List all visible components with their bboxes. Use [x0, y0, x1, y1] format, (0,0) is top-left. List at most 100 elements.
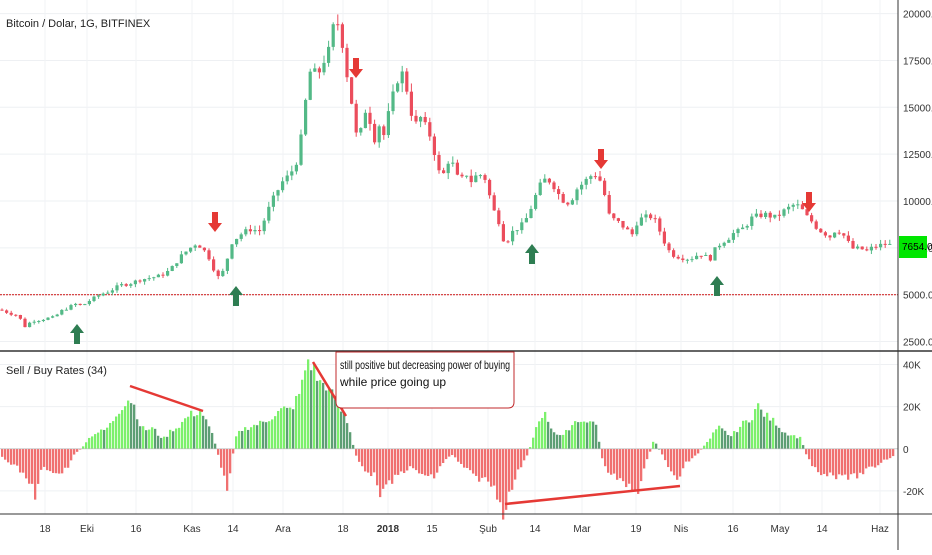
- candle-down: [768, 212, 772, 218]
- indicator-bar-positive: [574, 421, 577, 449]
- candle-down: [874, 246, 878, 248]
- candle-up: [359, 128, 363, 133]
- indicator-bar-positive: [139, 426, 142, 449]
- indicator-bar-negative: [466, 448, 469, 468]
- current-price-text: 7654.0: [902, 242, 932, 253]
- candle-up: [308, 71, 312, 100]
- indicator-bar-negative: [475, 448, 478, 476]
- indicator-bar-positive: [91, 436, 94, 449]
- candle-down: [350, 77, 354, 104]
- indicator-bar-positive: [334, 399, 337, 449]
- candle-down: [561, 194, 565, 203]
- indicator-bar-negative: [415, 448, 418, 471]
- indicator-bar-positive: [142, 426, 145, 449]
- indicator-bar-negative: [847, 448, 850, 480]
- indicator-bar-negative: [649, 448, 652, 452]
- indicator-bar-negative: [463, 448, 466, 468]
- indicator-bar-positive: [175, 428, 178, 449]
- candle-up: [285, 175, 289, 182]
- candle-down: [9, 312, 13, 315]
- candle-up: [796, 204, 800, 206]
- indicator-bar-positive: [799, 436, 802, 449]
- indicator-bar-negative: [67, 448, 70, 468]
- candle-up: [175, 263, 179, 267]
- indicator-bar-negative: [622, 448, 625, 482]
- indicator-bar-negative: [28, 448, 31, 484]
- candle-down: [432, 136, 436, 156]
- candle-up: [28, 322, 32, 328]
- indicator-bar-negative: [517, 448, 520, 470]
- indicator-bar-negative: [685, 448, 688, 462]
- indicator-bar-positive: [778, 427, 781, 449]
- indicator-bar-negative: [55, 448, 58, 474]
- indicator-bar-negative: [661, 448, 664, 455]
- candle-down: [672, 250, 676, 257]
- indicator-bar-positive: [796, 438, 799, 449]
- candle-down: [373, 123, 377, 143]
- candle-up: [281, 181, 285, 191]
- candle-down: [437, 155, 441, 171]
- candle-up: [115, 285, 119, 291]
- candle-up: [133, 280, 137, 285]
- indicator-bar-positive: [241, 431, 244, 449]
- indicator-bar-negative: [436, 448, 439, 473]
- indicator-bar-positive: [559, 435, 562, 449]
- indicator-bar-positive: [178, 427, 181, 449]
- indicator-bar-negative: [409, 448, 412, 467]
- candle-up: [515, 230, 519, 232]
- candle-up: [791, 204, 795, 207]
- candle-up: [833, 232, 837, 238]
- sell-arrow-icon: [802, 192, 816, 212]
- candle-up: [239, 234, 243, 239]
- indicator-bar-positive: [346, 423, 349, 449]
- signal-arrows: [70, 58, 816, 344]
- indicator-bar-negative: [22, 448, 25, 473]
- indicator-bar-positive: [148, 429, 151, 449]
- indicator-bar-positive: [277, 410, 280, 449]
- candle-up: [294, 164, 298, 172]
- indicator-bar-positive: [172, 431, 175, 449]
- indicator-bar-negative: [406, 448, 409, 471]
- indicator-bar-positive: [265, 422, 268, 449]
- price-tick-label: 2500.0: [903, 338, 932, 349]
- candle-down: [819, 228, 823, 233]
- indicator-bar-negative: [664, 448, 667, 461]
- indicator-bar-positive: [712, 432, 715, 449]
- indicator-bar-positive: [535, 427, 538, 449]
- indicator-bar-positive: [577, 422, 580, 449]
- indicator-bar-positive: [658, 448, 661, 450]
- x-tick-label: 14: [816, 524, 828, 535]
- indicator-bar-positive: [589, 421, 592, 449]
- indicator-bar-positive: [298, 393, 301, 449]
- indicator-bar-negative: [865, 448, 868, 469]
- candle-up: [262, 220, 266, 232]
- indicator-bar-positive: [121, 410, 124, 449]
- indicator-bar-positive: [556, 434, 559, 449]
- indicator-bar-negative: [64, 448, 67, 468]
- indicator-bar-positive: [214, 443, 217, 449]
- indicator-bar-positive: [166, 436, 169, 449]
- indicator-bar-negative: [460, 448, 463, 464]
- indicator-bar-negative: [79, 448, 82, 450]
- candle-down: [442, 170, 446, 174]
- annotation-callout[interactable]: still positive but decreasing power of b…: [335, 351, 515, 409]
- indicator-bar-positive: [802, 445, 805, 449]
- indicator-bar-positive: [553, 432, 556, 449]
- indicator-bar-positive: [292, 409, 295, 449]
- candle-up: [736, 229, 740, 234]
- candle-down: [814, 221, 818, 229]
- indicator-bar-negative: [490, 448, 493, 487]
- candle-up: [290, 171, 294, 176]
- candle-up: [750, 216, 754, 226]
- indicator-bar-negative: [514, 448, 517, 480]
- indicator-bar-positive: [529, 447, 532, 449]
- indicator-bar-positive: [727, 435, 730, 449]
- indicator-bar-positive: [301, 379, 304, 449]
- indicator-bar-negative: [400, 448, 403, 472]
- indicator-bar-negative: [808, 448, 811, 460]
- candle-down: [506, 241, 510, 243]
- candle-up: [580, 184, 584, 190]
- candle-up: [225, 258, 229, 271]
